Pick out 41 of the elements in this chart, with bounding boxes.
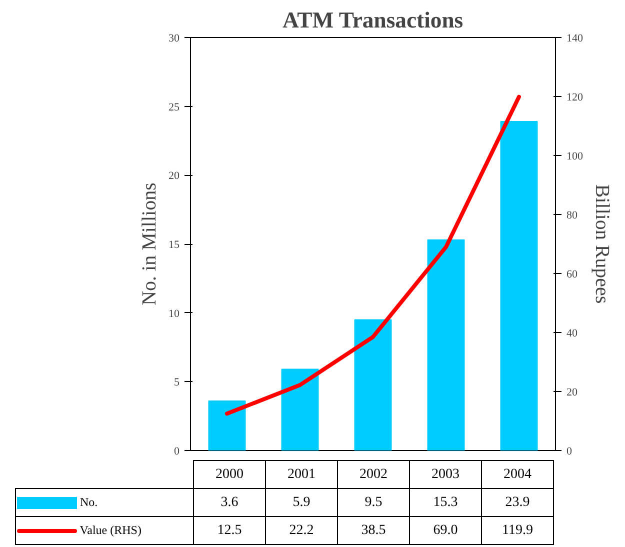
y-tick-label: 25	[168, 101, 180, 114]
data-label: 22.2	[266, 516, 338, 544]
x-tick-label: 2004	[482, 460, 554, 488]
y-axis-title: No. in Millions	[138, 182, 160, 306]
legend-label: Value (RHS)	[16, 516, 194, 544]
y2-tick-label: 80	[566, 210, 578, 222]
data-label: 23.9	[482, 488, 554, 516]
y-tick-label: 20	[168, 170, 180, 182]
data-label: 12.5	[194, 516, 266, 544]
bar	[500, 120, 538, 450]
data-label: 38.5	[338, 516, 410, 544]
x-tick-label: 2001	[266, 460, 338, 488]
data-label: 69.0	[410, 516, 482, 544]
y2-tick-label: 60	[566, 268, 578, 280]
data-label: 119.9	[482, 516, 554, 544]
y2-tick-label: 40	[566, 328, 578, 340]
line-series	[225, 94, 521, 416]
y-tick-label: 15	[168, 239, 180, 251]
x-tick-label: 2000	[194, 460, 266, 488]
bar	[354, 319, 392, 450]
x-tick-label: 2002	[338, 460, 410, 488]
x-tick-label: 2003	[410, 460, 482, 488]
y2-tick-label: 20	[566, 386, 578, 398]
data-label: 3.6	[194, 488, 266, 516]
bar	[281, 368, 319, 450]
chart-title: ATM Transactions	[282, 8, 464, 32]
data-label: 15.3	[410, 488, 482, 516]
y-tick-label: 30	[168, 32, 180, 44]
y-tick-label: 5	[174, 376, 180, 389]
y-tick-label: 10	[168, 308, 180, 320]
data-label: 5.9	[266, 488, 338, 516]
y2-tick-label: 140	[566, 32, 584, 44]
y2-axis-title: Billion Rupees	[591, 184, 613, 304]
bar	[427, 239, 465, 450]
y2-tick-label: 120	[566, 92, 584, 104]
data-label: 9.5	[338, 488, 410, 516]
bar	[208, 400, 246, 450]
y-tick-label: 0	[174, 446, 180, 458]
y2-tick-label: 100	[566, 150, 584, 162]
legend-label: No.	[16, 488, 194, 516]
y2-tick-label: 0	[566, 446, 572, 458]
